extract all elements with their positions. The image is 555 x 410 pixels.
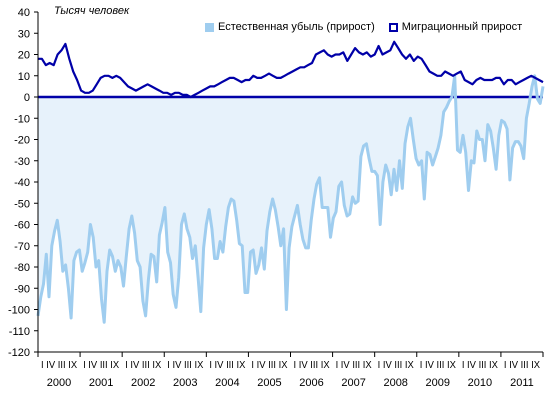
legend-swatch-migration	[388, 22, 398, 32]
natural-series-line	[36, 74, 545, 324]
x-quarter-labels: I IV III IX	[83, 359, 119, 371]
x-year-label: 2008	[383, 377, 407, 389]
x-year-label: 2009	[426, 377, 450, 389]
x-quarter-labels: I IV III IX	[420, 359, 456, 371]
legend-label-natural: Естественная убыль (прирост)	[218, 21, 375, 33]
x-year-label: 2002	[131, 377, 155, 389]
y-tick-label: 10	[18, 71, 30, 83]
y-tick-label: 0	[24, 92, 30, 104]
y-tick-label: -60	[14, 220, 30, 232]
legend-swatch-natural	[205, 22, 214, 32]
y-tick-label: -10	[14, 113, 30, 125]
y-tick-label: -30	[14, 156, 30, 168]
y-axis: -120-110-100-90-80-70-60-50-40-30-20-100…	[8, 7, 39, 359]
series-lines-layer	[36, 40, 545, 324]
y-tick-label: -20	[14, 135, 30, 147]
x-year-label: 2004	[215, 377, 239, 389]
y-tick-label: -40	[14, 177, 30, 189]
x-quarter-labels: I IV III IX	[378, 359, 414, 371]
legend-item-natural: Естественная убыль (прирост)	[205, 21, 375, 33]
natural-series-area	[38, 75, 543, 323]
x-quarter-labels: I IV III IX	[209, 359, 245, 371]
x-year-label: 2006	[299, 377, 323, 389]
legend-label-migration: Миграционный прирост	[401, 21, 523, 33]
y-tick-label: -120	[8, 347, 30, 359]
y-tick-label: -50	[14, 198, 30, 210]
x-year-label: 2011	[510, 377, 534, 389]
y-tick-label: 30	[18, 28, 30, 40]
x-quarter-labels: I IV III IX	[462, 359, 498, 371]
x-year-label: 2003	[173, 377, 197, 389]
x-year-label: 2010	[468, 377, 492, 389]
y-tick-label: -80	[14, 262, 30, 274]
legend-item-migration: Миграционный прирост	[388, 21, 523, 33]
y-tick-label: -90	[14, 283, 30, 295]
y-axis-unit-label: Тысяч человек	[54, 5, 130, 17]
y-tick-label: -70	[14, 241, 30, 253]
x-year-label: 2000	[47, 377, 71, 389]
y-tick-label: 20	[18, 50, 30, 62]
x-axis: I IV III IX 2000 I IV III IX 2001 I IV III I…	[37, 351, 544, 389]
x-quarter-labels: I IV III IX	[41, 359, 77, 371]
y-tick-label: -100	[8, 305, 30, 317]
chart-legend: Естественная убыль (прирост) Миграционны…	[205, 21, 536, 33]
x-quarter-labels: I IV III IX	[125, 359, 161, 371]
x-quarter-labels: I IV III IX	[504, 359, 540, 371]
x-year-label: 2001	[89, 377, 113, 389]
x-year-label: 2007	[341, 377, 365, 389]
x-year-label: 2005	[257, 377, 281, 389]
x-quarter-labels: I IV III IX	[167, 359, 203, 371]
natural-series-fill-layer	[38, 75, 543, 323]
x-quarter-labels: I IV III IX	[251, 359, 287, 371]
y-tick-label: -110	[9, 326, 30, 338]
y-tick-label: 40	[18, 7, 30, 19]
migration-series-line	[38, 40, 544, 99]
x-quarter-labels: I IV III IX	[294, 359, 330, 371]
x-quarter-labels: I IV III IX	[336, 359, 372, 371]
